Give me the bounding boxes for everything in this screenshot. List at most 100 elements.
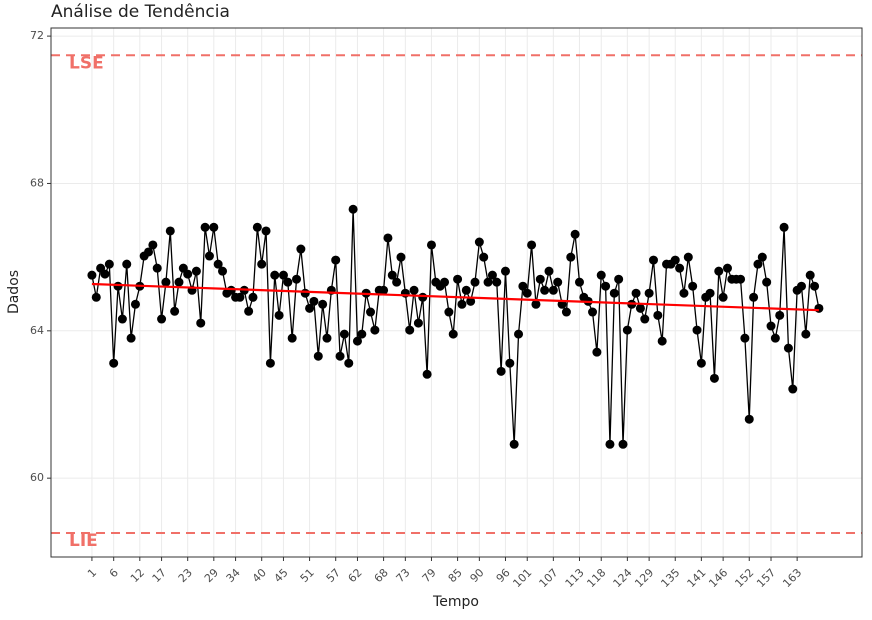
data-point (614, 274, 624, 284)
data-point (444, 307, 454, 317)
data-point (257, 259, 267, 269)
x-tick-label: 157 (754, 566, 778, 590)
data-point (740, 333, 750, 343)
data-point (810, 281, 820, 291)
data-point (296, 244, 306, 254)
data-point (352, 336, 362, 346)
data-point (191, 266, 201, 276)
data-point (144, 247, 154, 257)
data-point (196, 318, 206, 328)
data-point (566, 252, 576, 262)
data-point (762, 277, 772, 287)
data-point (483, 277, 493, 287)
data-point (448, 329, 458, 339)
data-point (570, 229, 580, 239)
data-point (744, 414, 754, 424)
y-tick-label: 60 (30, 471, 44, 484)
data-point (100, 269, 110, 279)
x-tick-label: 152 (732, 566, 756, 590)
x-tick-label: 40 (250, 566, 269, 585)
data-point (457, 299, 467, 309)
data-point (718, 292, 728, 302)
data-point (309, 296, 319, 306)
x-tick-label: 101 (510, 566, 534, 590)
x-tick-label: 73 (394, 566, 413, 585)
x-tick-label: 45 (272, 566, 291, 585)
data-point (474, 237, 484, 247)
data-point (413, 318, 423, 328)
data-point (274, 310, 284, 320)
x-tick-label: 146 (706, 566, 730, 590)
data-point (152, 263, 162, 273)
data-point (235, 292, 245, 302)
data-point (757, 252, 767, 262)
data-point (426, 240, 436, 250)
data-point (366, 307, 376, 317)
data-point (313, 351, 323, 361)
data-point (204, 251, 214, 261)
data-point (779, 222, 789, 232)
data-point (805, 270, 815, 280)
data-point (688, 281, 698, 291)
data-point (622, 325, 632, 335)
x-tick-label: 17 (150, 566, 169, 585)
data-point (505, 358, 515, 368)
data-point (422, 369, 432, 379)
data-point (165, 226, 175, 236)
data-point (126, 333, 136, 343)
limit-label: LSE (69, 53, 104, 73)
data-point (801, 329, 811, 339)
data-line (91, 209, 820, 445)
data-point (440, 277, 450, 287)
data-point (248, 292, 258, 302)
data-point (592, 347, 602, 357)
data-point (644, 288, 654, 298)
data-point (170, 306, 180, 316)
x-tick-label: 6 (107, 566, 121, 580)
data-point (522, 288, 532, 298)
data-point (796, 281, 806, 291)
data-point (609, 288, 619, 298)
data-point (409, 285, 419, 295)
data-point (814, 303, 824, 313)
data-point (492, 277, 502, 287)
data-point (461, 285, 471, 295)
data-point (535, 274, 545, 284)
data-point (396, 252, 406, 262)
data-point (305, 303, 315, 313)
data-point (344, 358, 354, 368)
data-point (601, 281, 611, 291)
x-tick-label: 113 (563, 566, 587, 590)
data-point (540, 285, 550, 295)
data-point (653, 310, 663, 320)
data-point (531, 299, 541, 309)
data-point (91, 292, 101, 302)
data-point (174, 277, 184, 287)
data-point (383, 233, 393, 243)
data-point (479, 252, 489, 262)
data-point (788, 384, 798, 394)
x-axis-title: Tempo (432, 594, 479, 610)
x-tick-label: 96 (494, 566, 513, 585)
data-point (453, 274, 463, 284)
data-point (696, 358, 706, 368)
data-point (287, 333, 297, 343)
data-point (596, 270, 606, 280)
x-tick-label: 12 (128, 566, 147, 585)
data-point (209, 222, 219, 232)
data-point (278, 270, 288, 280)
data-point (392, 277, 402, 287)
y-axis-title: Dados (6, 270, 22, 314)
data-point (675, 263, 685, 273)
x-tick-label: 68 (372, 566, 391, 585)
data-point (318, 299, 328, 309)
data-point (574, 277, 584, 287)
data-point (148, 240, 158, 250)
data-point (261, 226, 271, 236)
data-point (670, 255, 680, 265)
data-point (117, 314, 127, 324)
x-tick-label: 51 (298, 566, 317, 585)
x-tick-label: 57 (324, 566, 343, 585)
data-point (87, 270, 97, 280)
data-point (709, 373, 719, 383)
